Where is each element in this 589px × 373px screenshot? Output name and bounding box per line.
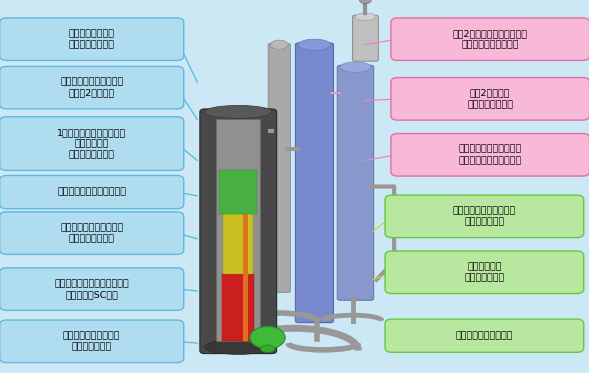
FancyBboxPatch shape <box>243 214 247 341</box>
Text: 大型炉の炉心耐震技術: 大型炉の炉心耐震技術 <box>456 331 513 340</box>
Text: 受動的炉停止と自然循環
による炉心冷却: 受動的炉停止と自然循環 による炉心冷却 <box>453 206 516 226</box>
FancyBboxPatch shape <box>391 134 589 176</box>
FancyBboxPatch shape <box>0 18 184 60</box>
FancyBboxPatch shape <box>0 66 184 109</box>
Text: 物量削減と工期短縮のための
格納容器のSC造化: 物量削減と工期短縮のための 格納容器のSC造化 <box>54 279 129 299</box>
Text: 配管短縮のための
高クロム鋼の開発: 配管短縮のための 高クロム鋼の開発 <box>69 29 115 49</box>
Ellipse shape <box>204 106 272 119</box>
FancyBboxPatch shape <box>0 268 184 310</box>
Text: 直管2重伝熱管
蒸気発生器の開発: 直管2重伝熱管 蒸気発生器の開発 <box>467 89 513 109</box>
Circle shape <box>359 0 371 4</box>
Text: 原子炉容器のコンパクト化: 原子炉容器のコンパクト化 <box>57 188 126 197</box>
FancyBboxPatch shape <box>337 65 373 300</box>
FancyBboxPatch shape <box>296 43 333 323</box>
FancyBboxPatch shape <box>353 15 378 61</box>
Text: 高燃焼度化に対応した
炉心燃料の開発: 高燃焼度化に対応した 炉心燃料の開発 <box>63 331 121 351</box>
Ellipse shape <box>355 13 376 21</box>
Ellipse shape <box>298 39 330 50</box>
Text: 保守、補修性を考慮した
プラント設計と技術開発: 保守、補修性を考慮した プラント設計と技術開発 <box>459 145 522 165</box>
FancyBboxPatch shape <box>0 320 184 363</box>
Circle shape <box>250 326 285 349</box>
FancyBboxPatch shape <box>222 274 254 341</box>
Text: 1次冷却系簡素化のための
ポンプ組込型
中間熱交換器開発: 1次冷却系簡素化のための ポンプ組込型 中間熱交換器開発 <box>57 128 127 159</box>
FancyBboxPatch shape <box>385 251 584 294</box>
FancyBboxPatch shape <box>391 78 589 120</box>
Text: 配管2重化によるナトリウム
漏えい対策と技術開発: 配管2重化によるナトリウム 漏えい対策と技術開発 <box>453 29 528 49</box>
FancyBboxPatch shape <box>268 43 290 292</box>
Ellipse shape <box>260 345 275 352</box>
Text: 炉心損傷時の
再臨界回避技術: 炉心損傷時の 再臨界回避技術 <box>464 262 505 282</box>
FancyBboxPatch shape <box>223 214 253 274</box>
FancyBboxPatch shape <box>219 170 257 214</box>
Text: システム簡素化のための
冷却系2ループ化: システム簡素化のための 冷却系2ループ化 <box>60 78 123 98</box>
FancyBboxPatch shape <box>0 117 184 170</box>
FancyBboxPatch shape <box>200 109 277 354</box>
Text: システム簡素化のための
燃料取扱系の開発: システム簡素化のための 燃料取扱系の開発 <box>60 223 123 243</box>
FancyBboxPatch shape <box>216 119 260 341</box>
Ellipse shape <box>340 62 370 72</box>
FancyBboxPatch shape <box>385 195 584 238</box>
Ellipse shape <box>204 339 272 354</box>
FancyBboxPatch shape <box>0 212 184 254</box>
FancyBboxPatch shape <box>391 18 589 60</box>
FancyBboxPatch shape <box>385 319 584 352</box>
FancyBboxPatch shape <box>0 176 184 209</box>
Ellipse shape <box>270 40 288 50</box>
